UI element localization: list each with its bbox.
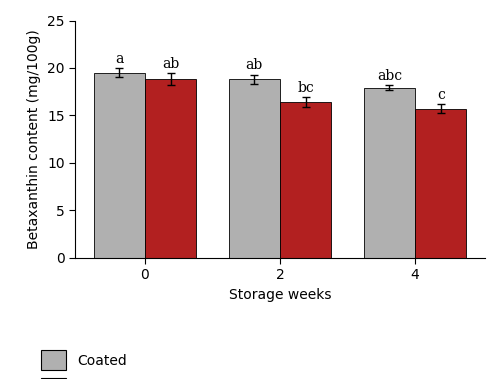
Bar [94,73,145,258]
Legend: Coated, Uncoated: Coated, Uncoated [41,350,144,379]
Bar [145,79,197,258]
Y-axis label: Betaxanthin content (mg/100g): Betaxanthin content (mg/100g) [28,29,42,249]
Bar [364,88,415,258]
Bar [415,109,467,258]
Text: ab: ab [162,57,179,71]
Text: bc: bc [298,81,314,95]
Text: abc: abc [377,69,402,83]
Text: a: a [115,52,124,66]
Text: c: c [437,88,444,102]
Text: ab: ab [246,58,263,72]
Bar [280,102,332,258]
Bar [228,79,280,258]
X-axis label: Storage weeks: Storage weeks [228,288,331,302]
